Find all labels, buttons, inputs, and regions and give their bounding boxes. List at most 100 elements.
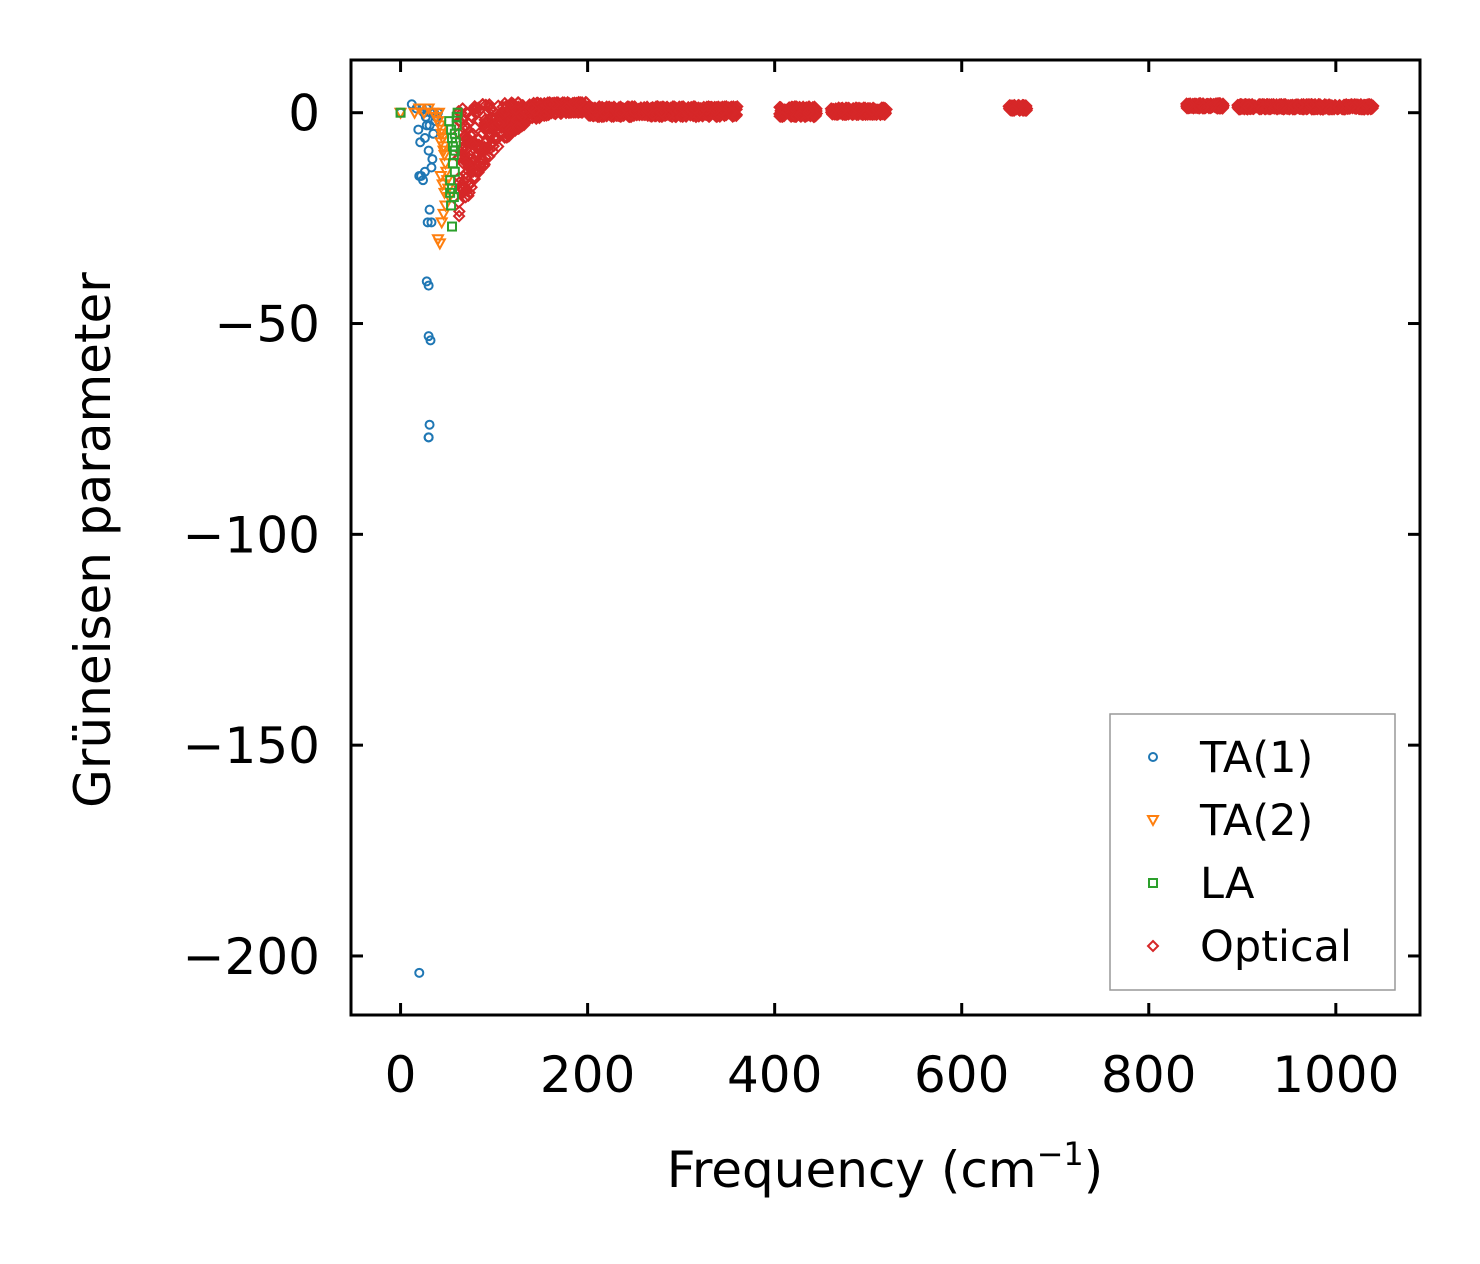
legend-label: TA(2) [1199,796,1313,846]
data-point-la [449,166,460,177]
optical-point [489,124,503,138]
data-point-ta-1 [421,120,432,131]
optical-point [1196,100,1210,114]
optical-point [525,101,539,115]
optical-point [624,108,638,121]
optical-point [469,165,483,179]
data-point-ta-1 [419,133,430,144]
optical-point [476,97,489,111]
optical-point [1355,100,1369,113]
optical-point [1231,100,1245,114]
optical-point [454,180,468,194]
optical-point [729,109,743,123]
optical-point [801,106,815,119]
optical-point [478,157,492,171]
optical-point [560,100,574,114]
data-point-ta-1 [423,280,434,291]
optical-point [573,96,587,109]
optical-point [500,131,514,144]
legend-marker-4 [1146,939,1160,953]
optical-point [1356,102,1369,116]
optical-point [865,104,879,117]
optical-point [1275,99,1289,113]
x-tick-label: 1000 [1272,1046,1399,1104]
legend-marker-3 [1148,878,1158,888]
optical-point [486,145,500,158]
optical-point [708,104,722,118]
optical-point [1347,100,1361,114]
optical-point [1308,99,1321,112]
optical-point [1272,98,1286,112]
data-point-ta-2 [407,107,422,120]
data-point-ta-2 [436,145,451,158]
optical-point [528,103,542,117]
optical-point [459,105,473,119]
optical-point [640,103,654,117]
y-tick-label: −100 [183,506,320,564]
optical-point [1287,99,1301,113]
data-point-ta-1 [427,154,438,165]
optical-point [504,97,518,111]
data-point-ta-1 [428,128,439,139]
optical-point [700,103,714,117]
optical-point [472,114,486,128]
data-point-ta-1 [413,124,424,135]
optical-point [606,101,620,115]
data-point-ta-1 [424,419,435,430]
optical-point [1252,98,1266,112]
data-point-ta-1 [423,432,434,443]
optical-point [835,104,848,118]
legend-box [1109,713,1396,991]
optical-point [1213,97,1227,110]
optical-point [829,106,843,120]
axis-ticks: 0 200 400 600 800 1000 0 −50 −100 −150 −200 [183,60,1420,1104]
legend-label: TA(1) [1199,733,1313,783]
y-tick-label: −150 [183,717,320,775]
legend: TA(1) TA(2) LA Optical [1109,713,1396,991]
optical-point [537,109,551,123]
optical-point [844,106,858,120]
y-tick-label: −50 [214,296,320,354]
data-point-la [446,200,457,211]
data-point-la [451,111,462,122]
optical-point [789,110,803,124]
data-point-la [395,107,406,118]
optical-point [649,100,663,114]
data-point-ta-1 [422,217,433,228]
optical-point [459,190,473,204]
data-point-ta-2 [436,208,451,221]
optical-point [688,102,702,115]
optical-point [655,106,669,119]
y-tick-label: 0 [288,85,320,143]
data-points [393,95,1380,978]
data-point-ta-1 [425,335,436,346]
x-tick-label: 200 [540,1046,635,1104]
optical-point [776,110,789,124]
optical-point [1183,98,1197,112]
optical-point [493,109,507,123]
optical-point [1005,103,1019,117]
legend-marker-1 [1148,752,1158,762]
optical-point [542,97,556,111]
optical-point [496,128,509,141]
optical-point [464,136,478,150]
optical-point [481,105,495,119]
data-point-ta-1 [414,967,425,978]
y-tick-label: −200 [183,928,320,986]
legend-label: LA [1200,859,1255,909]
optical-point [1216,101,1230,115]
data-point-ta-1 [426,217,437,228]
x-axis-title: Frequency (cm−1) [667,1135,1104,1199]
optical-point [853,103,867,117]
data-point-la [449,128,460,139]
optical-point [1255,102,1269,115]
legend-label: Optical [1200,922,1352,972]
data-point-la [445,187,456,198]
data-point-ta-2 [432,107,446,120]
optical-point [464,162,478,176]
optical-point [457,179,471,193]
legend-marker-2 [1146,815,1160,828]
optical-point [685,103,699,117]
optical-point [480,134,493,148]
